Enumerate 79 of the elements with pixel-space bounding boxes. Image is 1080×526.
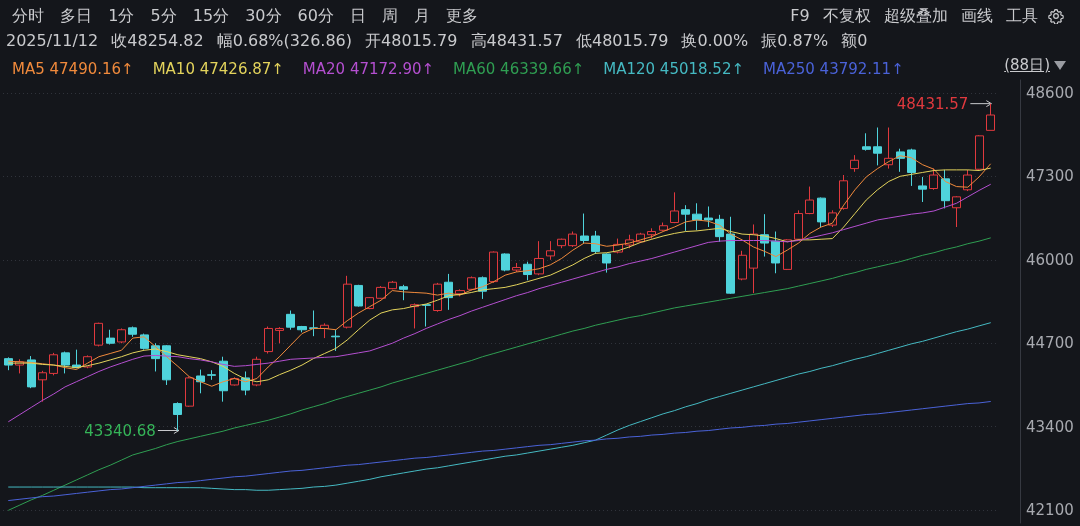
annotation: 43340.68: [84, 421, 156, 440]
candlestick: [929, 168, 938, 191]
candlestick: [376, 285, 386, 300]
annotation: 48431.57: [896, 94, 969, 113]
candlestick: [602, 252, 611, 274]
candlestick: [839, 174, 848, 211]
candlestick: [850, 154, 859, 173]
y-tick-label: 47300: [1026, 167, 1074, 186]
candlestick: [941, 169, 950, 209]
candlestick: [354, 284, 363, 308]
line-series: [8, 237, 991, 511]
candlestick: [467, 275, 476, 292]
candlestick: [128, 326, 137, 338]
candlestick: [117, 327, 126, 344]
y-tick-label: 42100: [1026, 501, 1074, 520]
y-tick-label: 48600: [1026, 83, 1074, 102]
candlestick: [49, 352, 58, 376]
text: MA10 47426.87↑: [152, 59, 284, 78]
text: MA120 45018.52↑: [603, 59, 744, 78]
candlestick: [399, 284, 408, 301]
line-series: [8, 183, 991, 423]
candlestick: [817, 196, 826, 228]
candlestick: [207, 369, 216, 381]
candlestick: [862, 132, 871, 152]
candlestick: [783, 238, 792, 271]
candlestick: [794, 209, 803, 241]
candlestick: [659, 222, 668, 232]
candlestick: [534, 240, 544, 276]
candlestick: [106, 329, 115, 346]
text: F9 不复权 超级叠加 画线 工具: [790, 5, 1038, 27]
candlestick: [501, 252, 510, 272]
text: MA250 43792.11↑: [762, 59, 904, 78]
line-series: [8, 401, 991, 502]
candlestick: [196, 369, 205, 394]
candlestick: [580, 213, 589, 244]
candlestick: [331, 329, 340, 352]
candlestick: [275, 326, 284, 344]
candlestick: [61, 351, 70, 374]
candlestick: [512, 262, 521, 273]
text: MA20 47172.90↑: [302, 59, 435, 78]
candlestick: [286, 309, 295, 331]
candlestick: [907, 148, 916, 187]
y-tick-label: 43400: [1026, 417, 1074, 436]
candlestick: [38, 370, 47, 403]
candlestick: [805, 186, 814, 215]
candlestick: [343, 275, 352, 329]
candlestick: [264, 326, 273, 354]
chart-subtitle: 2025/11/12 收48254.82 幅0.68%(326.86) 开48015.79 高48431.57 低48015.79 换0.00% 振0.87% 额0: [6, 30, 868, 52]
candlestick: [918, 176, 927, 203]
candlestick: [173, 401, 182, 431]
y-tick-label: 44700: [1026, 334, 1074, 353]
candlestick: [422, 303, 431, 328]
line-series: [8, 322, 991, 491]
candlestick: [557, 238, 566, 249]
text: MA60 46339.66↑: [453, 59, 585, 78]
candlestick: [749, 223, 758, 294]
candlestick: [591, 230, 600, 255]
y-tick-label: 46000: [1026, 250, 1074, 269]
candlestick: [986, 103, 995, 131]
text: MA5 47490.16↑: [12, 59, 134, 78]
candlestick: [681, 204, 690, 232]
candlestick: [647, 227, 656, 240]
candlestick: [489, 250, 498, 284]
candlestick: [873, 127, 882, 166]
candlestick: [670, 191, 679, 224]
candlestick: [297, 325, 307, 333]
candlestick: [692, 202, 702, 231]
candlestick: [546, 240, 555, 261]
candlestick: [568, 231, 577, 248]
candlestick: [27, 355, 36, 389]
candlestick: [94, 322, 103, 347]
candlestick: [704, 205, 713, 228]
candlestick: [738, 250, 747, 281]
text: 分时 多日 1分 5分 15分 30分 60分 日 周 月 更多: [12, 5, 479, 27]
candlestick: [975, 134, 984, 171]
candlestick: [185, 376, 194, 408]
text: (88日): [1004, 55, 1050, 75]
candlestick: [726, 216, 735, 295]
candlestick: [388, 280, 397, 290]
